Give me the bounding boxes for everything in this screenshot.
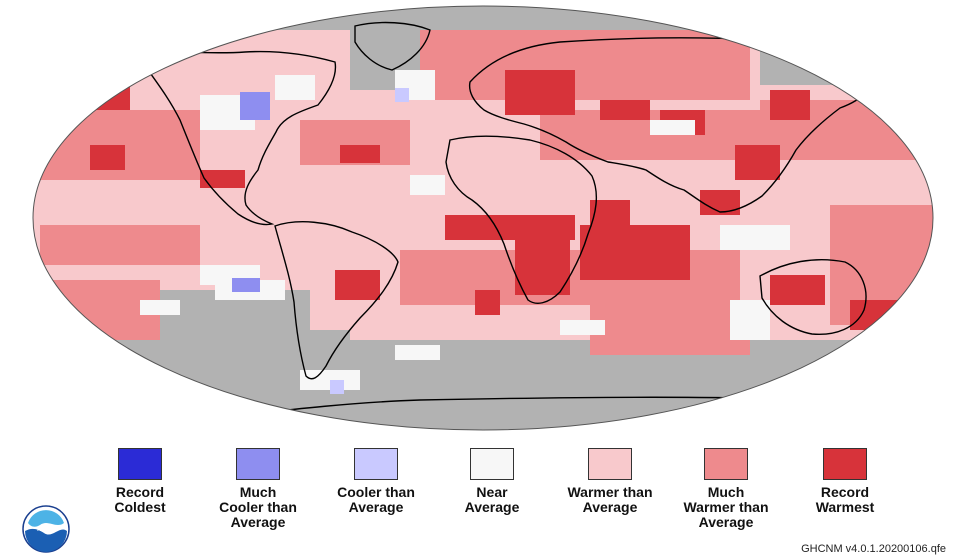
map-cell-near (395, 345, 440, 360)
map-cell-cooler (330, 380, 344, 394)
map-cell-record-warmest (200, 170, 245, 188)
map-cell-cooler (395, 88, 409, 102)
legend-item-much-cooler: Much Cooler than Average (200, 448, 316, 530)
map-cell-near (560, 320, 605, 335)
coastline-greenland (354, 21, 431, 71)
legend-label: Much Cooler than Average (219, 484, 297, 530)
legend-item-cooler: Cooler than Average (318, 448, 434, 515)
map-cell-much-warmer (40, 225, 200, 265)
map-cell-near (275, 75, 315, 100)
legend-swatch-cooler (354, 448, 398, 480)
legend-item-record-warmest: Record Warmest (787, 448, 903, 515)
map-cell-much-cooler (232, 278, 260, 292)
legend-swatch-much-cooler (236, 448, 280, 480)
map-cell-much-warmer (420, 30, 750, 100)
map-cell-record-warmest (580, 225, 690, 280)
map-cell-near (650, 120, 695, 135)
legend-item-much-warmer: Much Warmer than Average (668, 448, 784, 530)
map-region-no-data (760, 45, 870, 85)
coastline-eurasia (468, 37, 874, 213)
version-label: GHCNM v4.0.1.20200106.qfe (801, 543, 946, 555)
map-outline (32, 5, 934, 431)
map-region-no-data (33, 6, 933, 30)
map-cell-record-warmest (600, 100, 650, 120)
map-cell-record-warmest (850, 300, 905, 330)
legend-label: Warmer than Average (567, 484, 653, 515)
coastline-africa (445, 135, 598, 304)
legend-item-record-coldest: Record Coldest (82, 448, 198, 515)
map-cell-near (720, 225, 790, 250)
coastline-south-america (274, 221, 399, 380)
global-temperature-anomaly-map (32, 5, 934, 431)
legend-label: Near Average (464, 484, 520, 515)
map-cell-record-warmest (515, 240, 570, 295)
logo-text: NOAA (37, 527, 55, 533)
coastline-north-america (133, 50, 337, 226)
noaa-logo-icon: NOAA (22, 505, 70, 553)
map-region-no-data (33, 6, 120, 80)
map-cell-much-warmer (590, 300, 750, 355)
legend-swatch-record-coldest (118, 448, 162, 480)
map-cell-record-warmest (735, 145, 780, 180)
map-cell-record-warmest (120, 25, 180, 50)
legend: Record Coldest Much Cooler than Average … (0, 448, 960, 538)
map-cell-record-warmest (340, 145, 380, 163)
noaa-logo-svg: NOAA (22, 505, 70, 553)
legend-swatch-record-warmest (823, 448, 867, 480)
legend-label: Cooler than Average (337, 484, 415, 515)
map-cell-near (410, 175, 445, 195)
legend-label: Record Coldest (114, 484, 166, 515)
coastlines (133, 21, 901, 423)
map-cell-record-warmest (75, 85, 130, 110)
map-cell-record-warmest (770, 90, 810, 120)
map-field (33, 6, 933, 430)
map-cell-near (730, 300, 770, 340)
coastline-australia (759, 259, 867, 335)
map-cell-record-warmest (445, 215, 575, 240)
legend-swatch-much-warmer (704, 448, 748, 480)
map-cell-record-warmest (590, 200, 630, 225)
map-cell-record-warmest (770, 275, 825, 305)
map-cell-record-warmest (505, 70, 575, 115)
legend-item-near-average: Near Average (434, 448, 550, 515)
legend-label: Record Warmest (815, 484, 875, 515)
legend-swatch-near-average (470, 448, 514, 480)
legend-item-warmer: Warmer than Average (552, 448, 668, 515)
map-cell-record-warmest (90, 145, 125, 170)
map-cell-near (140, 300, 180, 315)
legend-label: Much Warmer than Average (683, 484, 769, 530)
map-svg (32, 5, 934, 431)
map-cell-much-warmer (33, 280, 160, 340)
map-cell-record-warmest (335, 270, 380, 300)
map-cell-much-cooler (240, 92, 270, 120)
legend-swatch-warmer (588, 448, 632, 480)
map-cell-record-warmest (475, 290, 500, 315)
